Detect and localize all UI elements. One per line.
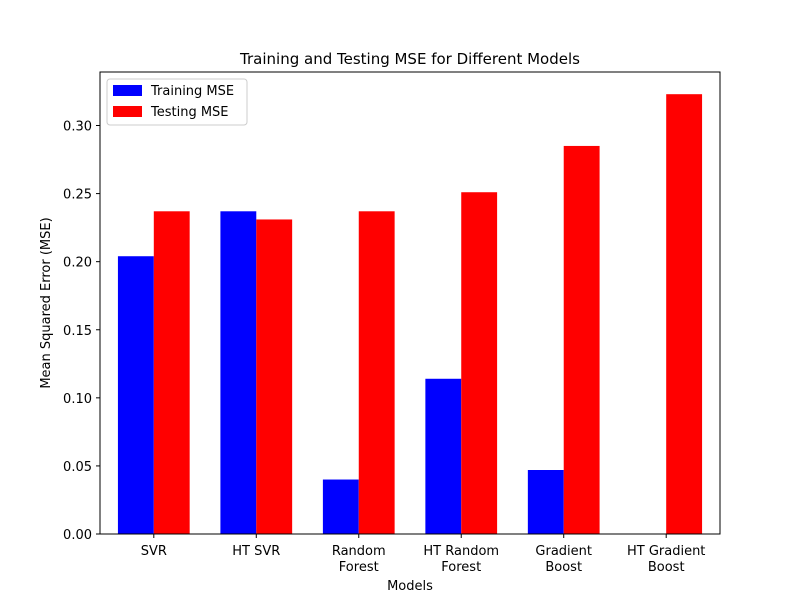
y-tick-label: 0.10 — [63, 392, 92, 407]
y-tick-label: 0.05 — [63, 460, 92, 475]
legend-label-testing: Testing MSE — [150, 105, 229, 120]
bar-testing-0 — [153, 211, 190, 535]
bar-testing-2 — [358, 211, 395, 535]
y-tick-label: 0.20 — [63, 256, 92, 271]
y-axis: 0.00 0.05 0.10 0.15 0.20 0.25 0.30 — [63, 120, 100, 543]
x-tick-label: SVR — [141, 544, 167, 559]
x-tick-label: HT Random — [423, 544, 499, 559]
bar-training-0 — [117, 256, 154, 534]
x-tick-label: Forest — [339, 560, 379, 575]
y-tick-label: 0.25 — [63, 188, 92, 203]
bar-training-1 — [220, 211, 257, 535]
y-tick-label: 0.00 — [63, 528, 92, 543]
x-axis-label: Models — [387, 579, 433, 594]
plot-frame — [99, 71, 721, 535]
y-tick-label: 0.30 — [63, 120, 92, 135]
legend: Training MSE Testing MSE — [106, 78, 248, 126]
y-tick-label: 0.15 — [63, 324, 92, 339]
bar-testing-5 — [666, 94, 703, 534]
x-tick-label: Forest — [441, 560, 481, 575]
bar-training-4 — [527, 470, 564, 534]
x-tick-label: Random — [332, 544, 386, 559]
x-tick-label: Boost — [648, 560, 685, 575]
y-axis-label: Mean Squared Error (MSE) — [39, 217, 54, 388]
x-tick-label: Gradient — [535, 544, 592, 559]
x-tick-label: HT SVR — [232, 544, 280, 559]
bar-testing-1 — [256, 219, 293, 534]
legend-swatch-training — [113, 85, 142, 96]
chart-title: Training and Testing MSE for Different M… — [239, 50, 580, 68]
bars-layer — [117, 94, 703, 535]
legend-label-training: Training MSE — [150, 84, 234, 99]
bar-training-2 — [322, 479, 359, 534]
legend-swatch-testing — [113, 106, 142, 117]
bar-training-3 — [425, 378, 462, 534]
bar-testing-4 — [563, 145, 600, 534]
x-tick-label: HT Gradient — [627, 544, 705, 559]
bar-testing-3 — [461, 192, 498, 535]
x-tick-label: Boost — [545, 560, 582, 575]
